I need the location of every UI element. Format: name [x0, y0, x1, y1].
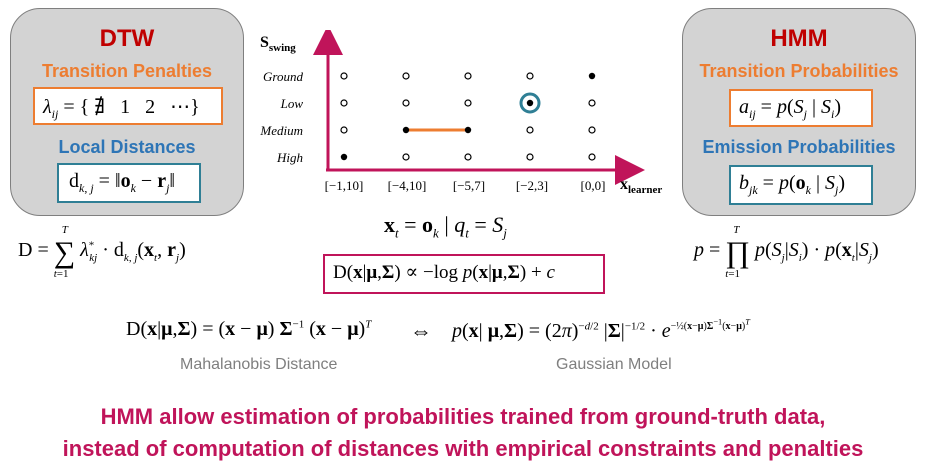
x-label-0: [−1,10]: [324, 178, 364, 193]
dtw-penalties-title: Transition Penalties: [41, 61, 213, 81]
dtw-penalties-box: λij = { ∄ 1 2 ⋯}: [33, 87, 223, 125]
hmm-total-formula: p = ∏ T t=1 p(Sj|Si) · p(xt|Sj): [694, 224, 879, 280]
dtw-distances-title: Local Distances: [58, 137, 196, 157]
grid-point-0-1: [340, 99, 348, 107]
hmm-transition-box: aij = p(Sj | Si): [729, 89, 873, 127]
selected-state-ring: [519, 92, 541, 114]
grid-point-3-1: [526, 99, 534, 107]
x-label-4: [0,0]: [580, 178, 606, 193]
grid-point-2-1: [464, 99, 472, 107]
grid-point-2-2: [464, 126, 472, 134]
grid-point-3-3: [526, 153, 534, 161]
hmm-transition-formula: aij = p(Sj | Si): [739, 96, 841, 121]
grid-point-0-3: [340, 153, 348, 161]
conclusion-line-1: HMM allow estimation of probabilities tr…: [100, 404, 826, 429]
grid-point-4-2: [588, 126, 596, 134]
gaussian-label: Gaussian Model: [556, 356, 672, 373]
y-label-ground: Ground: [263, 69, 303, 84]
state-grid: [313, 30, 645, 185]
grid-point-3-2: [526, 126, 534, 134]
hmm-transition-title: Transition Probabilities: [699, 61, 899, 81]
x-label-1: [−4,10]: [387, 178, 427, 193]
grid-point-2-0: [464, 72, 472, 80]
y-label-low: Low: [280, 96, 303, 111]
dtw-distances-box: dk, j = ‖ok − rj‖: [57, 163, 201, 203]
hmm-panel: HMM Transition Probabilities aij = p(Sj …: [682, 8, 916, 216]
observation-formula: xt = ok | qt = Sj: [384, 212, 507, 241]
x-axis-label: xlearner: [620, 176, 663, 197]
dtw-penalties-formula: λij = { ∄ 1 2 ⋯}: [43, 96, 200, 121]
grid-point-1-2: [402, 126, 410, 134]
grid-point-4-0: [588, 72, 596, 80]
x-label-3: [−2,3]: [515, 178, 549, 193]
gaussian-log-formula: D(x|μ,Σ) ∝ −log p(x|μ,Σ) + c: [333, 262, 555, 283]
equivalence-symbol: ⇔: [410, 318, 432, 343]
y-label-high: High: [277, 150, 303, 165]
hmm-emission-formula: bjk = p(ok | Sj): [739, 172, 845, 197]
grid-point-3-0: [526, 72, 534, 80]
grid-point-2-3: [464, 153, 472, 161]
dtw-panel: DTW Transition Penalties λij = { ∄ 1 2 ⋯…: [10, 8, 244, 216]
grid-point-0-2: [340, 126, 348, 134]
grid-point-1-3: [402, 153, 410, 161]
x-label-2: [−5,7]: [452, 178, 486, 193]
hmm-emission-title: Emission Probabilities: [702, 137, 896, 157]
grid-point-4-3: [588, 153, 596, 161]
mahalanobis-formula: D(x|μ,Σ) = (x − μ) Σ−1 (x − μ)T: [126, 318, 372, 340]
dtw-distances-formula: dk, j = ‖ok − rj‖: [69, 170, 176, 195]
dtw-total-formula: D = ∑ T t=1 λ*kj · dk, j(xt, rj): [18, 224, 186, 280]
conclusion-line-2: instead of computation of distances with…: [62, 436, 864, 461]
gaussian-log-box: D(x|μ,Σ) ∝ −log p(x|μ,Σ) + c: [323, 254, 605, 294]
y-label-medium: Medium: [260, 123, 303, 138]
grid-point-0-0: [340, 72, 348, 80]
dtw-title: DTW: [99, 25, 155, 52]
y-axis-label: Sswing: [260, 34, 296, 55]
hmm-title: HMM: [770, 25, 828, 52]
grid-point-1-0: [402, 72, 410, 80]
grid-point-4-1: [588, 99, 596, 107]
grid-point-1-1: [402, 99, 410, 107]
hmm-emission-box: bjk = p(ok | Sj): [729, 165, 873, 205]
mahalanobis-label: Mahalanobis Distance: [180, 356, 338, 373]
gaussian-formula: p(x| μ,Σ) = (2π)−d/2 |Σ|−1/2 · e−½(x−μ)Σ…: [452, 318, 750, 342]
